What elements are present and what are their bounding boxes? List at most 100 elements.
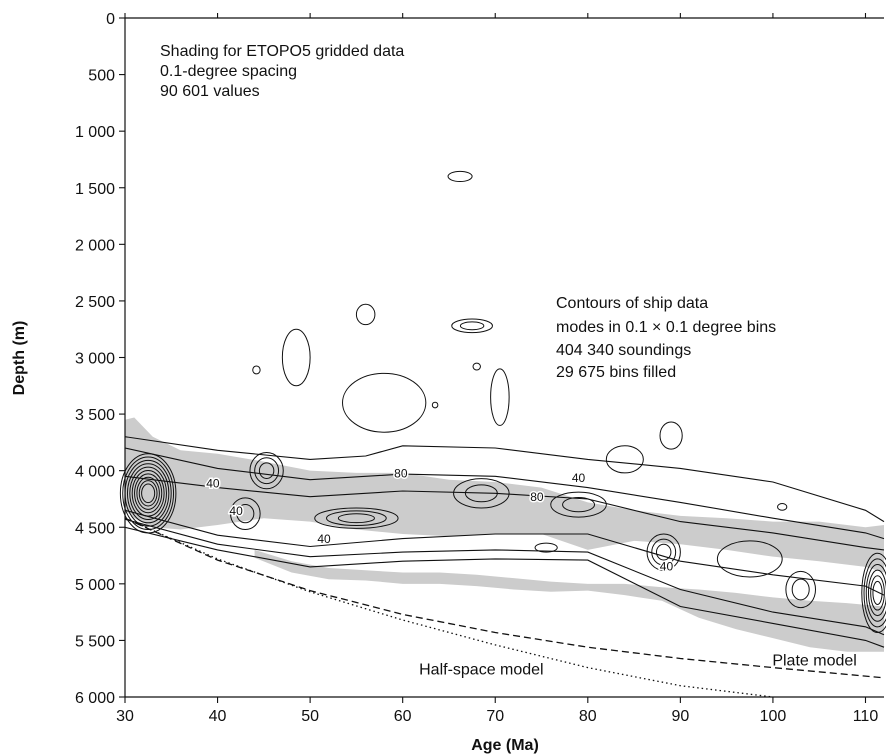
contour-loop-1-1	[119, 453, 177, 534]
y-tick-label-2500: 2 500	[75, 294, 115, 311]
shading-annotation: Shading for ETOPO5 gridded data 0.1-degr…	[160, 43, 404, 100]
half-space-model-curve	[124, 517, 773, 698]
contour-loop-2-6	[872, 580, 883, 605]
x-tick-label-40: 40	[209, 708, 227, 725]
contour-value-label-2: 40	[229, 504, 243, 518]
contour-loop-1-10	[141, 483, 156, 504]
contour-loop-14-1	[490, 368, 510, 426]
contour-line-3	[124, 475, 885, 551]
contour-loop-1-7	[134, 473, 163, 514]
x-tick-label-100: 100	[760, 708, 787, 725]
contour-loop-1-5	[129, 466, 167, 520]
contour-loop-2-3	[865, 564, 886, 622]
contour-loop-16-1	[252, 365, 261, 375]
contour-loop-13-1	[281, 328, 311, 387]
x-axis-label: Age (Ma)	[471, 737, 539, 754]
y-tick-label-5000: 5 000	[75, 577, 115, 594]
contour-value-label-1: 40	[206, 477, 220, 491]
contour-loop-6-2	[464, 484, 498, 503]
contour-loop-6-1	[453, 478, 510, 509]
contour-loop-1-8	[136, 476, 160, 510]
contour-loop-8-1	[646, 533, 681, 571]
shading-annotation-line-1: Shading for ETOPO5 gridded data	[160, 43, 404, 60]
contour-annotation-line-1: Contours of ship data	[556, 295, 708, 312]
contour-line-4	[124, 509, 885, 596]
contour-loop-2-2	[863, 558, 886, 628]
contour-line-1	[124, 436, 885, 523]
model-label-1: Half-space model	[419, 661, 544, 678]
y-axis-label: Depth (m)	[11, 321, 28, 396]
contour-loop-1-9	[138, 480, 158, 507]
y-tick-label-2000: 2 000	[75, 237, 115, 254]
x-tick-label-80: 80	[579, 708, 597, 725]
y-tick-label-6000: 6 000	[75, 690, 115, 707]
contour-loop-23-1	[534, 542, 558, 553]
contour-value-label-7: 40	[660, 559, 674, 573]
y-tick-label-5500: 5 500	[75, 633, 115, 650]
contour-line-5	[124, 518, 885, 636]
y-tick-label-0: 0	[106, 11, 115, 28]
x-tick-label-90: 90	[671, 708, 689, 725]
contour-loop-5-2	[236, 504, 255, 524]
shading-region-2	[254, 549, 884, 652]
shading-layer	[125, 417, 884, 652]
contour-loop-3-2	[326, 510, 387, 526]
contour-loop-1-6	[131, 470, 165, 517]
contour-annotation: Contours of ship data modes in 0.1 × 0.1…	[556, 295, 776, 381]
contour-loop-1-2	[122, 456, 175, 531]
x-tick-label-110: 110	[853, 708, 879, 725]
contour-value-label-3: 80	[394, 466, 408, 480]
contour-loop-1-4	[126, 463, 170, 524]
contour-loop-10-1	[447, 170, 473, 183]
contour-loop-2-4	[867, 569, 886, 617]
y-tick-label-3000: 3 000	[75, 351, 115, 368]
contour-loop-8-3	[655, 543, 672, 561]
contour-annotation-line-2: modes in 0.1 × 0.1 degree bins	[556, 319, 776, 336]
plate-model-curve	[124, 517, 885, 679]
y-tick-label-4500: 4 500	[75, 520, 115, 537]
contour-annotation-line-4: 29 675 bins filled	[556, 364, 676, 381]
contour-loop-4-1	[249, 452, 284, 490]
model-label-2: Plate model	[772, 652, 857, 669]
contour-line-6	[124, 526, 885, 648]
contour-loop-7-1	[550, 491, 607, 518]
contour-layer: 40 40 80 40 80 40 40	[119, 170, 886, 648]
contour-annotation-line-3: 404 340 soundings	[556, 342, 691, 359]
contour-loop-8-2	[651, 538, 677, 566]
contour-loop-12-2	[459, 321, 485, 331]
x-tick-label-30: 30	[116, 708, 134, 725]
model-curves: Half-space model Plate model	[124, 517, 885, 698]
y-tick-label-500: 500	[88, 68, 115, 85]
contour-loop-5-1	[230, 497, 261, 531]
contour-value-label-4: 40	[317, 532, 331, 546]
contour-loop-3-1	[314, 507, 399, 529]
contour-value-label-6: 40	[572, 471, 586, 485]
contour-loop-9-2	[791, 578, 810, 601]
contour-loop-17-1	[472, 362, 481, 371]
contour-loop-19-1	[659, 421, 683, 450]
x-tick-label-50: 50	[301, 708, 319, 725]
contour-line-2	[124, 447, 885, 540]
shading-region-1	[125, 417, 884, 573]
shading-annotation-line-2: 0.1-degree spacing	[160, 63, 297, 80]
contour-loop-15-1	[342, 372, 427, 433]
shading-annotation-line-3: 90 601 values	[160, 83, 260, 100]
contour-loop-3-3	[337, 513, 375, 524]
contour-loop-4-2	[254, 457, 280, 485]
y-tick-label-1000: 1 000	[75, 124, 115, 141]
contour-loop-11-1	[355, 303, 376, 326]
contour-loop-21-1	[777, 502, 788, 511]
contour-loop-2-5	[870, 575, 885, 611]
contour-loop-7-2	[562, 496, 596, 513]
y-tick-label-3500: 3 500	[75, 407, 115, 424]
contour-loop-18-1	[431, 401, 439, 409]
contour-loop-12-1	[451, 318, 493, 334]
contour-value-label-5: 80	[530, 490, 544, 504]
y-tick-label-1500: 1 500	[75, 181, 115, 198]
contour-loop-22-1	[716, 540, 783, 578]
y-tick-label-4000: 4 000	[75, 464, 115, 481]
x-tick-label-60: 60	[394, 708, 412, 725]
contour-loop-2-1	[861, 552, 886, 633]
